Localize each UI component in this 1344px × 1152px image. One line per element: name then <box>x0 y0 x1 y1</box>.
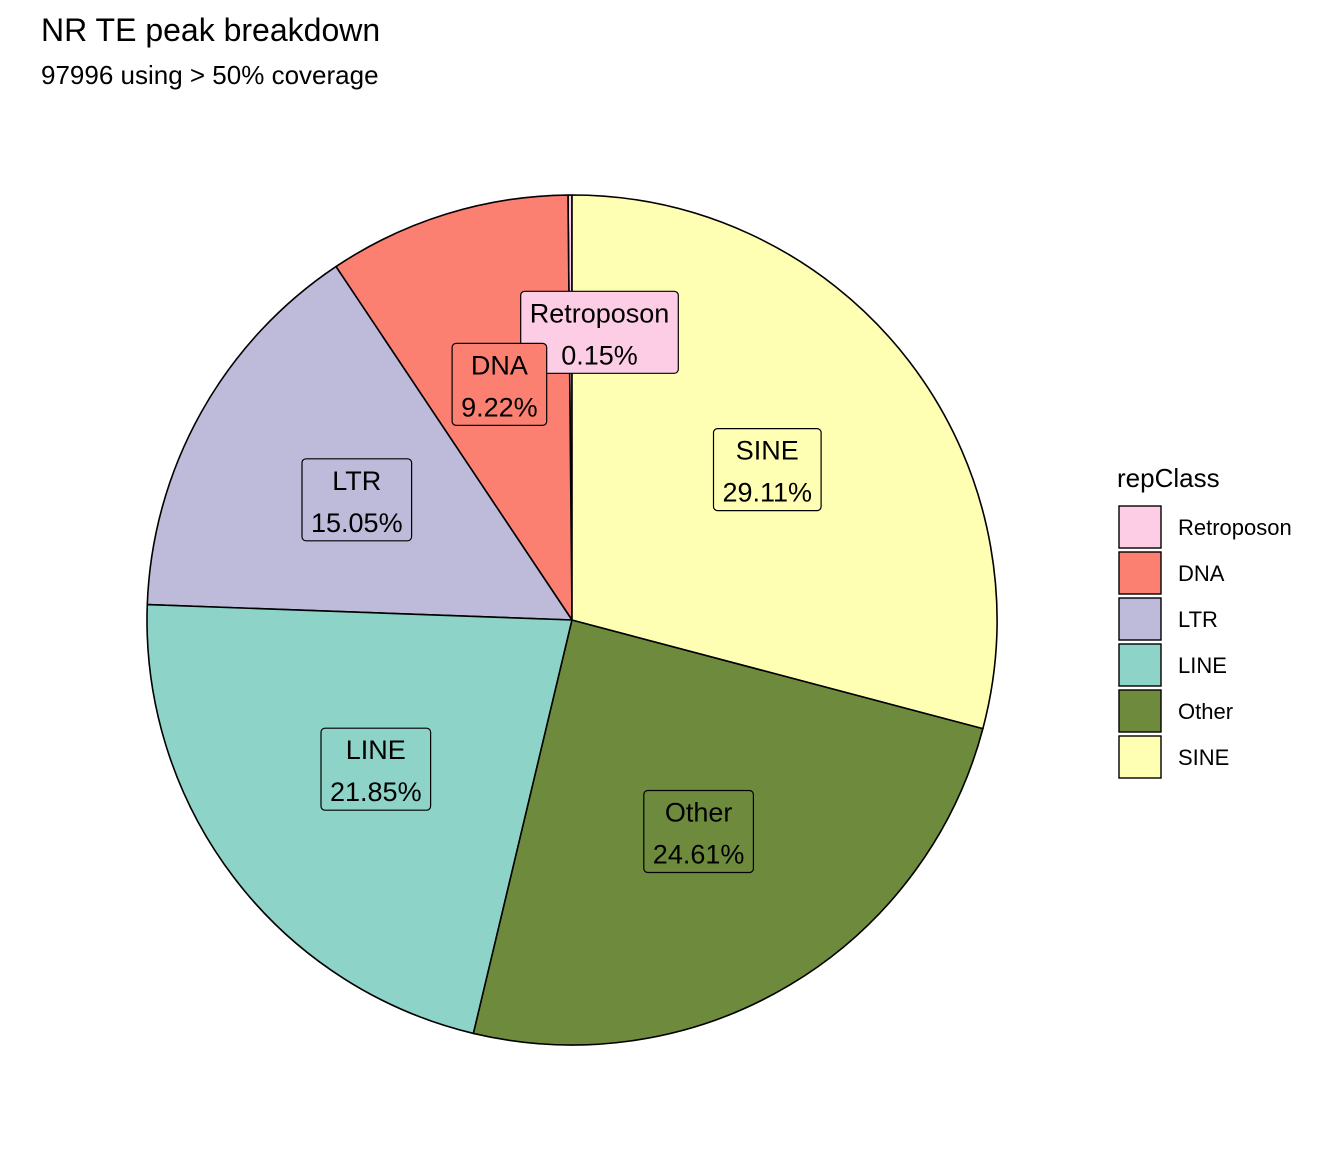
legend-items: Retroposon DNA LTR LINE Other SINE <box>1118 505 1292 779</box>
slice-labels: Retroposon 0.15% DNA 9.22% LTR 15.05% LINE 21.8… <box>301 290 822 874</box>
slice-label-percent: 9.22% <box>461 392 538 422</box>
slice-label-percent: 24.61% <box>653 840 745 870</box>
slice-label-dna: DNA 9.22% <box>451 342 548 426</box>
legend-item-retroposon: Retroposon <box>1118 505 1292 549</box>
legend-label: SINE <box>1178 745 1229 770</box>
slice-label-box <box>301 458 413 542</box>
legend-swatch <box>1118 689 1162 733</box>
slice-label-percent: 21.85% <box>330 777 422 807</box>
legend-label: Other <box>1178 699 1233 724</box>
legend-label: LTR <box>1178 607 1218 632</box>
slice-label-box <box>712 428 822 512</box>
legend-swatch <box>1118 551 1162 595</box>
legend-label: Retroposon <box>1178 515 1292 540</box>
slice-label-percent: 0.15% <box>561 340 638 370</box>
slice-label-percent: 29.11% <box>723 478 813 508</box>
legend-label: LINE <box>1178 653 1227 678</box>
slice-label-line: LINE 21.85% <box>320 727 432 811</box>
legend: repClass Retroposon DNA LTR LINE Other SINE <box>1117 463 1292 779</box>
slice-label-sine: SINE 29.11% <box>712 428 822 512</box>
legend-item-other: Other <box>1118 689 1233 733</box>
slice-label-percent: 15.05% <box>311 508 403 538</box>
slice-label-box <box>520 290 679 374</box>
slice-label-ltr: LTR 15.05% <box>301 458 413 542</box>
chart-title: NR TE peak breakdown <box>41 12 380 48</box>
legend-label: DNA <box>1178 561 1225 586</box>
pie-slice-ltr <box>146 265 573 621</box>
pie-slice-line <box>146 603 573 1035</box>
legend-item-sine: SINE <box>1118 735 1229 779</box>
legend-item-ltr: LTR <box>1118 597 1218 641</box>
legend-title: repClass <box>1117 463 1220 493</box>
legend-swatch <box>1118 643 1162 687</box>
legend-swatch <box>1118 505 1162 549</box>
legend-swatch <box>1118 597 1162 641</box>
slice-label-name: SINE <box>736 436 799 466</box>
slice-label-name: LINE <box>346 735 406 765</box>
slice-label-name: DNA <box>471 350 528 380</box>
legend-swatch <box>1118 735 1162 779</box>
slice-label-name: Other <box>665 798 733 828</box>
slice-label-box <box>320 727 432 811</box>
legend-item-line: LINE <box>1118 643 1227 687</box>
slice-label-name: LTR <box>332 466 381 496</box>
chart-subtitle: 97996 using > 50% coverage <box>41 60 379 90</box>
legend-item-dna: DNA <box>1118 551 1225 595</box>
slice-label-name: Retroposon <box>530 298 670 328</box>
slice-label-box <box>451 342 548 426</box>
slice-label-other: Other 24.61% <box>643 789 754 874</box>
slice-label-retroposon: Retroposon 0.15% <box>520 290 679 374</box>
slice-label-box <box>643 789 754 874</box>
